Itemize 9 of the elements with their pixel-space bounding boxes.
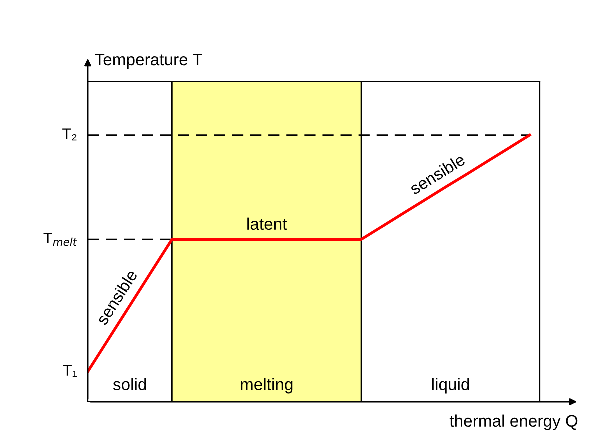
ref-line-label: T$_{melt}$ <box>44 233 78 246</box>
text: T₁ <box>63 365 78 378</box>
x-axis-title: thermal energy Q <box>450 414 578 430</box>
y-axis-title: Temperature T <box>95 54 202 69</box>
annotation: latent <box>248 218 288 230</box>
annotation: melting <box>241 378 293 394</box>
annotation: solid <box>113 378 146 390</box>
ref-line-label: T₂ <box>62 128 77 141</box>
annotation: liquid <box>432 378 470 394</box>
